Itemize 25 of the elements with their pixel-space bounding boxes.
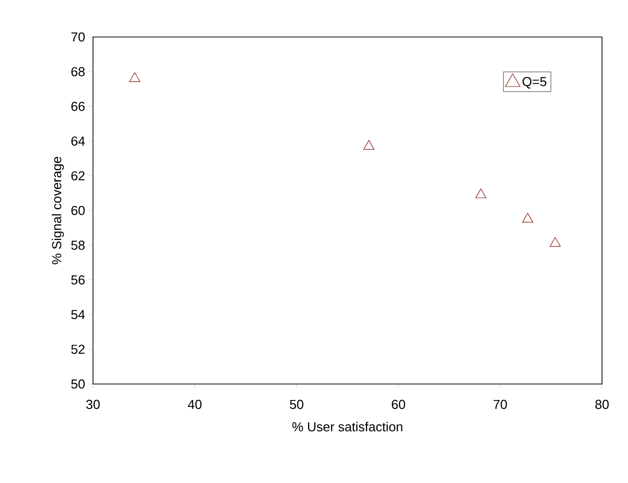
y-tick-label: 62 [71,171,85,180]
point [475,188,486,198]
x-tick-label: 50 [290,400,304,410]
point [522,212,534,222]
y-tick-label: 60 [71,206,85,216]
x-tick-label: 70 [494,400,507,410]
y-tick-label: 56 [71,275,85,284]
y-tick-label: 68 [71,67,85,76]
y-tick-label: 52 [71,344,85,354]
point [550,237,561,247]
x-tick-label: 80 [595,400,609,410]
x-tick-label: 40 [188,400,202,410]
x-tick-label: 30 [86,400,100,410]
y-tick-label: 50 [71,379,85,389]
x-axis-title: % User satisfaction [292,422,402,432]
legend-label: Q=5 [522,77,546,89]
y-tick-label: 70 [71,32,85,42]
y-axis-title: % Signal coverage [52,156,64,264]
y-tick-label: 58 [71,240,85,250]
point [129,72,140,82]
x-tick-label: 60 [392,400,406,410]
y-tick-label: 54 [71,310,85,320]
y-tick-label: 64 [71,136,85,146]
y-tick-label: 66 [71,102,85,111]
point [363,140,374,150]
